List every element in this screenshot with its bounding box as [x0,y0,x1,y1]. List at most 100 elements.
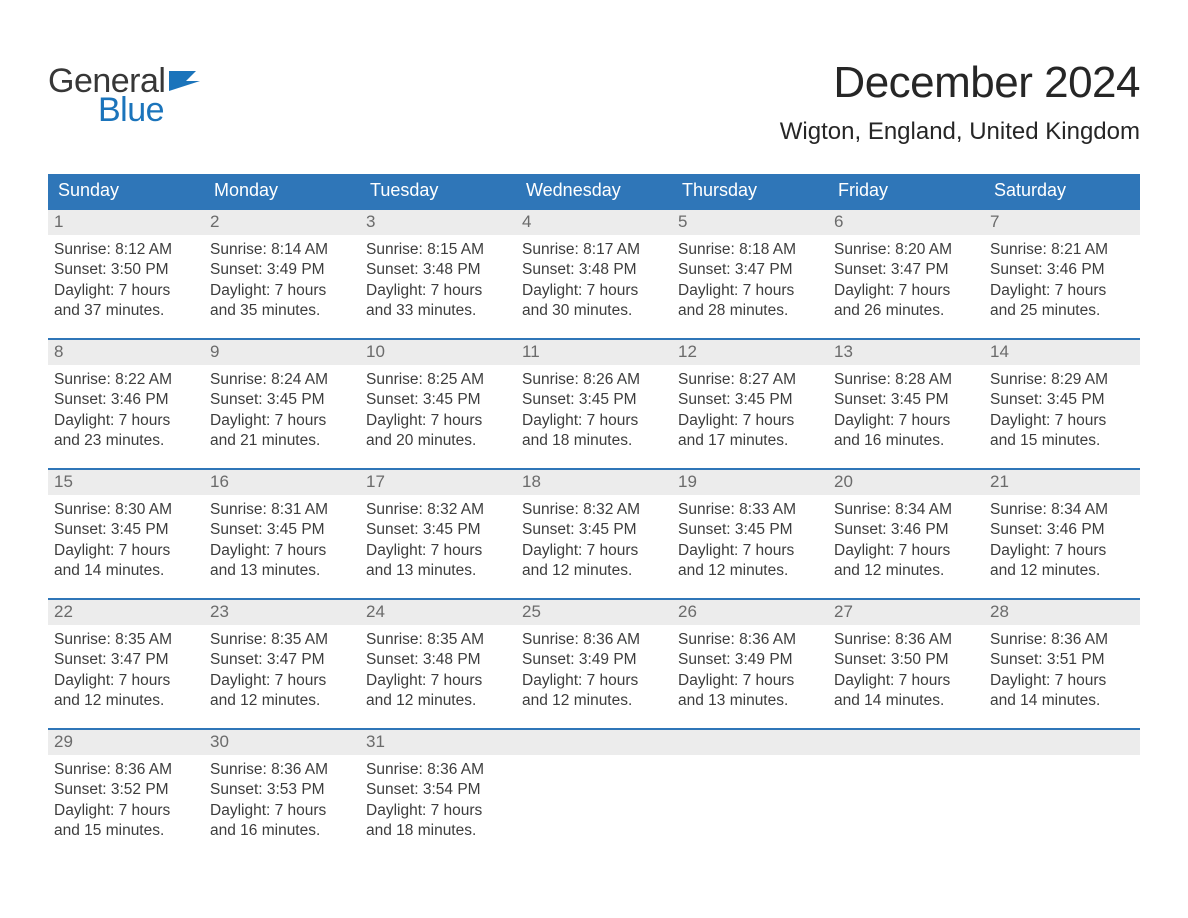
day-sr: Sunrise: 8:22 AM [54,370,198,390]
day-number: 28 [984,600,1140,625]
day-cell: 7Sunrise: 8:21 AMSunset: 3:46 PMDaylight… [984,210,1140,338]
day-number: 15 [48,470,204,495]
day-number: 30 [204,730,360,755]
day-ss: Sunset: 3:54 PM [366,780,510,800]
day-cell: 30Sunrise: 8:36 AMSunset: 3:53 PMDayligh… [204,730,360,858]
day-cell: 1Sunrise: 8:12 AMSunset: 3:50 PMDaylight… [48,210,204,338]
day-ss: Sunset: 3:50 PM [834,650,978,670]
day-d2: and 13 minutes. [210,561,354,581]
day-d1: Daylight: 7 hours [54,801,198,821]
day-body [828,755,984,855]
day-ss: Sunset: 3:45 PM [210,520,354,540]
day-cell: 29Sunrise: 8:36 AMSunset: 3:52 PMDayligh… [48,730,204,858]
day-d2: and 18 minutes. [522,431,666,451]
day-number: 6 [828,210,984,235]
day-d2: and 25 minutes. [990,301,1134,321]
day-sr: Sunrise: 8:14 AM [210,240,354,260]
day-cell: 12Sunrise: 8:27 AMSunset: 3:45 PMDayligh… [672,340,828,468]
week-row: 22Sunrise: 8:35 AMSunset: 3:47 PMDayligh… [48,598,1140,728]
day-cell [828,730,984,858]
day-ss: Sunset: 3:45 PM [366,390,510,410]
day-sr: Sunrise: 8:17 AM [522,240,666,260]
day-d1: Daylight: 7 hours [210,281,354,301]
day-number: 25 [516,600,672,625]
day-header: Friday [828,174,984,208]
day-d1: Daylight: 7 hours [366,801,510,821]
logo-text-blue: Blue [98,91,202,130]
day-ss: Sunset: 3:45 PM [990,390,1134,410]
day-cell: 31Sunrise: 8:36 AMSunset: 3:54 PMDayligh… [360,730,516,858]
day-sr: Sunrise: 8:26 AM [522,370,666,390]
day-body: Sunrise: 8:15 AMSunset: 3:48 PMDaylight:… [360,235,516,330]
day-body: Sunrise: 8:36 AMSunset: 3:52 PMDaylight:… [48,755,204,850]
day-d1: Daylight: 7 hours [522,281,666,301]
day-ss: Sunset: 3:45 PM [834,390,978,410]
day-cell: 17Sunrise: 8:32 AMSunset: 3:45 PMDayligh… [360,470,516,598]
day-body: Sunrise: 8:29 AMSunset: 3:45 PMDaylight:… [984,365,1140,460]
day-cell: 6Sunrise: 8:20 AMSunset: 3:47 PMDaylight… [828,210,984,338]
day-cell [672,730,828,858]
day-number: 21 [984,470,1140,495]
day-sr: Sunrise: 8:30 AM [54,500,198,520]
day-header: Monday [204,174,360,208]
day-cell: 20Sunrise: 8:34 AMSunset: 3:46 PMDayligh… [828,470,984,598]
day-number: 20 [828,470,984,495]
day-ss: Sunset: 3:47 PM [678,260,822,280]
day-cell: 19Sunrise: 8:33 AMSunset: 3:45 PMDayligh… [672,470,828,598]
day-number [828,730,984,755]
day-ss: Sunset: 3:46 PM [834,520,978,540]
day-cell: 2Sunrise: 8:14 AMSunset: 3:49 PMDaylight… [204,210,360,338]
day-d2: and 37 minutes. [54,301,198,321]
day-d1: Daylight: 7 hours [54,411,198,431]
day-ss: Sunset: 3:48 PM [366,260,510,280]
day-body [672,755,828,855]
day-body: Sunrise: 8:12 AMSunset: 3:50 PMDaylight:… [48,235,204,330]
day-number: 24 [360,600,516,625]
day-d2: and 35 minutes. [210,301,354,321]
day-d1: Daylight: 7 hours [210,411,354,431]
day-d2: and 16 minutes. [834,431,978,451]
day-number: 3 [360,210,516,235]
day-ss: Sunset: 3:45 PM [366,520,510,540]
day-d2: and 12 minutes. [210,691,354,711]
day-number [984,730,1140,755]
day-d2: and 23 minutes. [54,431,198,451]
day-d2: and 14 minutes. [834,691,978,711]
day-d1: Daylight: 7 hours [522,541,666,561]
day-body: Sunrise: 8:35 AMSunset: 3:47 PMDaylight:… [204,625,360,720]
day-ss: Sunset: 3:49 PM [210,260,354,280]
day-cell: 8Sunrise: 8:22 AMSunset: 3:46 PMDaylight… [48,340,204,468]
day-d2: and 12 minutes. [522,561,666,581]
day-d2: and 14 minutes. [990,691,1134,711]
day-d2: and 14 minutes. [54,561,198,581]
day-sr: Sunrise: 8:36 AM [54,760,198,780]
day-sr: Sunrise: 8:29 AM [990,370,1134,390]
day-ss: Sunset: 3:48 PM [366,650,510,670]
day-cell: 21Sunrise: 8:34 AMSunset: 3:46 PMDayligh… [984,470,1140,598]
day-sr: Sunrise: 8:36 AM [210,760,354,780]
day-body: Sunrise: 8:28 AMSunset: 3:45 PMDaylight:… [828,365,984,460]
day-d2: and 12 minutes. [366,691,510,711]
day-d1: Daylight: 7 hours [366,281,510,301]
day-sr: Sunrise: 8:25 AM [366,370,510,390]
day-sr: Sunrise: 8:33 AM [678,500,822,520]
day-sr: Sunrise: 8:12 AM [54,240,198,260]
day-sr: Sunrise: 8:36 AM [678,630,822,650]
day-number: 5 [672,210,828,235]
day-body: Sunrise: 8:26 AMSunset: 3:45 PMDaylight:… [516,365,672,460]
day-d2: and 12 minutes. [522,691,666,711]
day-body: Sunrise: 8:36 AMSunset: 3:51 PMDaylight:… [984,625,1140,720]
day-cell: 11Sunrise: 8:26 AMSunset: 3:45 PMDayligh… [516,340,672,468]
day-ss: Sunset: 3:47 PM [54,650,198,670]
day-ss: Sunset: 3:47 PM [210,650,354,670]
day-body: Sunrise: 8:25 AMSunset: 3:45 PMDaylight:… [360,365,516,460]
day-sr: Sunrise: 8:15 AM [366,240,510,260]
day-header: Sunday [48,174,204,208]
day-number: 17 [360,470,516,495]
day-ss: Sunset: 3:45 PM [210,390,354,410]
day-d1: Daylight: 7 hours [990,411,1134,431]
day-ss: Sunset: 3:47 PM [834,260,978,280]
day-sr: Sunrise: 8:36 AM [366,760,510,780]
day-cell: 22Sunrise: 8:35 AMSunset: 3:47 PMDayligh… [48,600,204,728]
day-sr: Sunrise: 8:35 AM [366,630,510,650]
